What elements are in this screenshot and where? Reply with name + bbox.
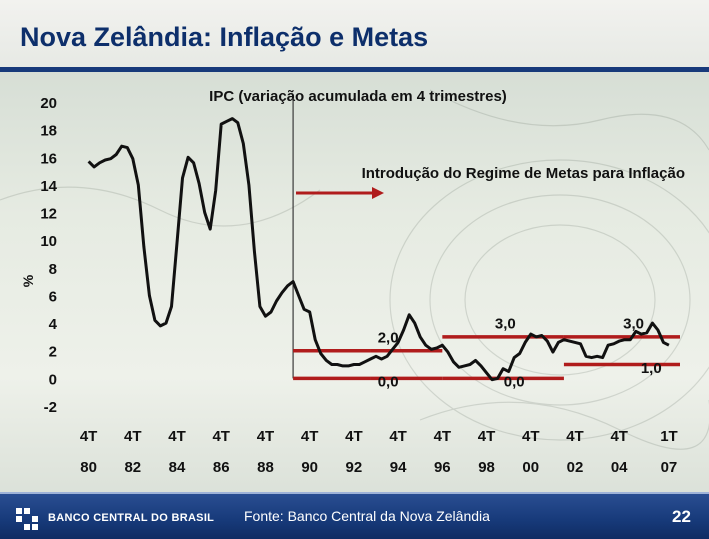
x-tick-year: 92 [346, 459, 363, 476]
y-tick-label: 8 [49, 261, 57, 278]
regime-annotation: Introdução do Regime de Metas para Infla… [362, 165, 685, 182]
y-tick-label: 0 [49, 371, 57, 388]
footer-rule [0, 492, 709, 494]
y-axis-label: % [20, 274, 36, 287]
x-tick-year: 94 [390, 459, 407, 476]
x-tick-year: 88 [257, 459, 274, 476]
target-band-label: 0,0 [504, 374, 525, 391]
y-tick-label: 18 [40, 123, 57, 140]
target-band-label: 1,0 [641, 360, 662, 377]
x-axis-ticks: 4T 80 4T 82 4T 84 4T 86 4T 88 4T 90 4T 92 4T 94 4T 96 4T 98… [80, 428, 678, 476]
y-tick-label: 10 [40, 233, 57, 250]
target-band-label: 3,0 [495, 316, 516, 333]
x-tick-year: 07 [661, 459, 678, 476]
target-band-label: 3,0 [623, 316, 644, 333]
x-tick-quarter: 4T [212, 428, 230, 445]
y-tick-label: 4 [49, 316, 58, 333]
inflation-chart: IPC (variação acumulada em 4 trimestres)… [20, 88, 685, 476]
y-tick-label: 14 [40, 178, 57, 195]
x-tick-quarter: 4T [257, 428, 275, 445]
bank-logo-icon [16, 508, 38, 530]
target-band-label: 0,0 [378, 374, 399, 391]
page-number: 22 [672, 507, 691, 526]
slide-header [0, 0, 709, 70]
source-note: Fonte: Banco Central da Nova Zelândia [244, 508, 490, 524]
central-bank-logo: BANCO CENTRAL DO BRASIL [14, 506, 214, 530]
x-tick-quarter: 4T [522, 428, 540, 445]
y-tick-label: -2 [44, 399, 57, 416]
x-tick-year: 86 [213, 459, 230, 476]
x-tick-year: 02 [567, 459, 584, 476]
x-tick-quarter: 4T [80, 428, 98, 445]
title-rule [0, 67, 709, 72]
series-line [87, 117, 670, 382]
footer-bar [0, 492, 709, 539]
x-tick-year: 96 [434, 459, 451, 476]
x-tick-quarter: 4T [389, 428, 407, 445]
y-tick-label: 2 [49, 344, 57, 361]
x-tick-quarter: 1T [660, 428, 678, 445]
y-tick-label: 6 [49, 288, 57, 305]
x-tick-year: 82 [124, 459, 141, 476]
x-tick-quarter: 4T [301, 428, 319, 445]
x-tick-quarter: 4T [345, 428, 363, 445]
x-tick-year: 84 [169, 459, 186, 476]
y-tick-label: 12 [40, 206, 57, 223]
slide-title: Nova Zelândia: Inflação e Metas [20, 22, 429, 52]
x-tick-year: 90 [301, 459, 318, 476]
target-bands [293, 335, 680, 381]
target-band-labels: 2,0 0,0 3,0 0,0 3,0 1,0 [378, 316, 662, 391]
target-band-label: 2,0 [378, 329, 399, 346]
x-tick-year: 80 [80, 459, 97, 476]
x-tick-quarter: 4T [124, 428, 142, 445]
x-tick-year: 98 [478, 459, 495, 476]
x-tick-quarter: 4T [566, 428, 584, 445]
x-tick-year: 04 [611, 459, 628, 476]
y-tick-label: 20 [40, 95, 57, 112]
chart-title: IPC (variação acumulada em 4 trimestres) [209, 88, 507, 105]
x-tick-quarter: 4T [168, 428, 186, 445]
y-tick-label: 16 [40, 150, 57, 167]
x-tick-quarter: 4T [610, 428, 628, 445]
regime-arrow [296, 187, 384, 199]
logo-text: BANCO CENTRAL DO BRASIL [48, 512, 215, 524]
x-tick-quarter: 4T [478, 428, 496, 445]
x-tick-quarter: 4T [434, 428, 452, 445]
x-tick-year: 00 [522, 459, 539, 476]
